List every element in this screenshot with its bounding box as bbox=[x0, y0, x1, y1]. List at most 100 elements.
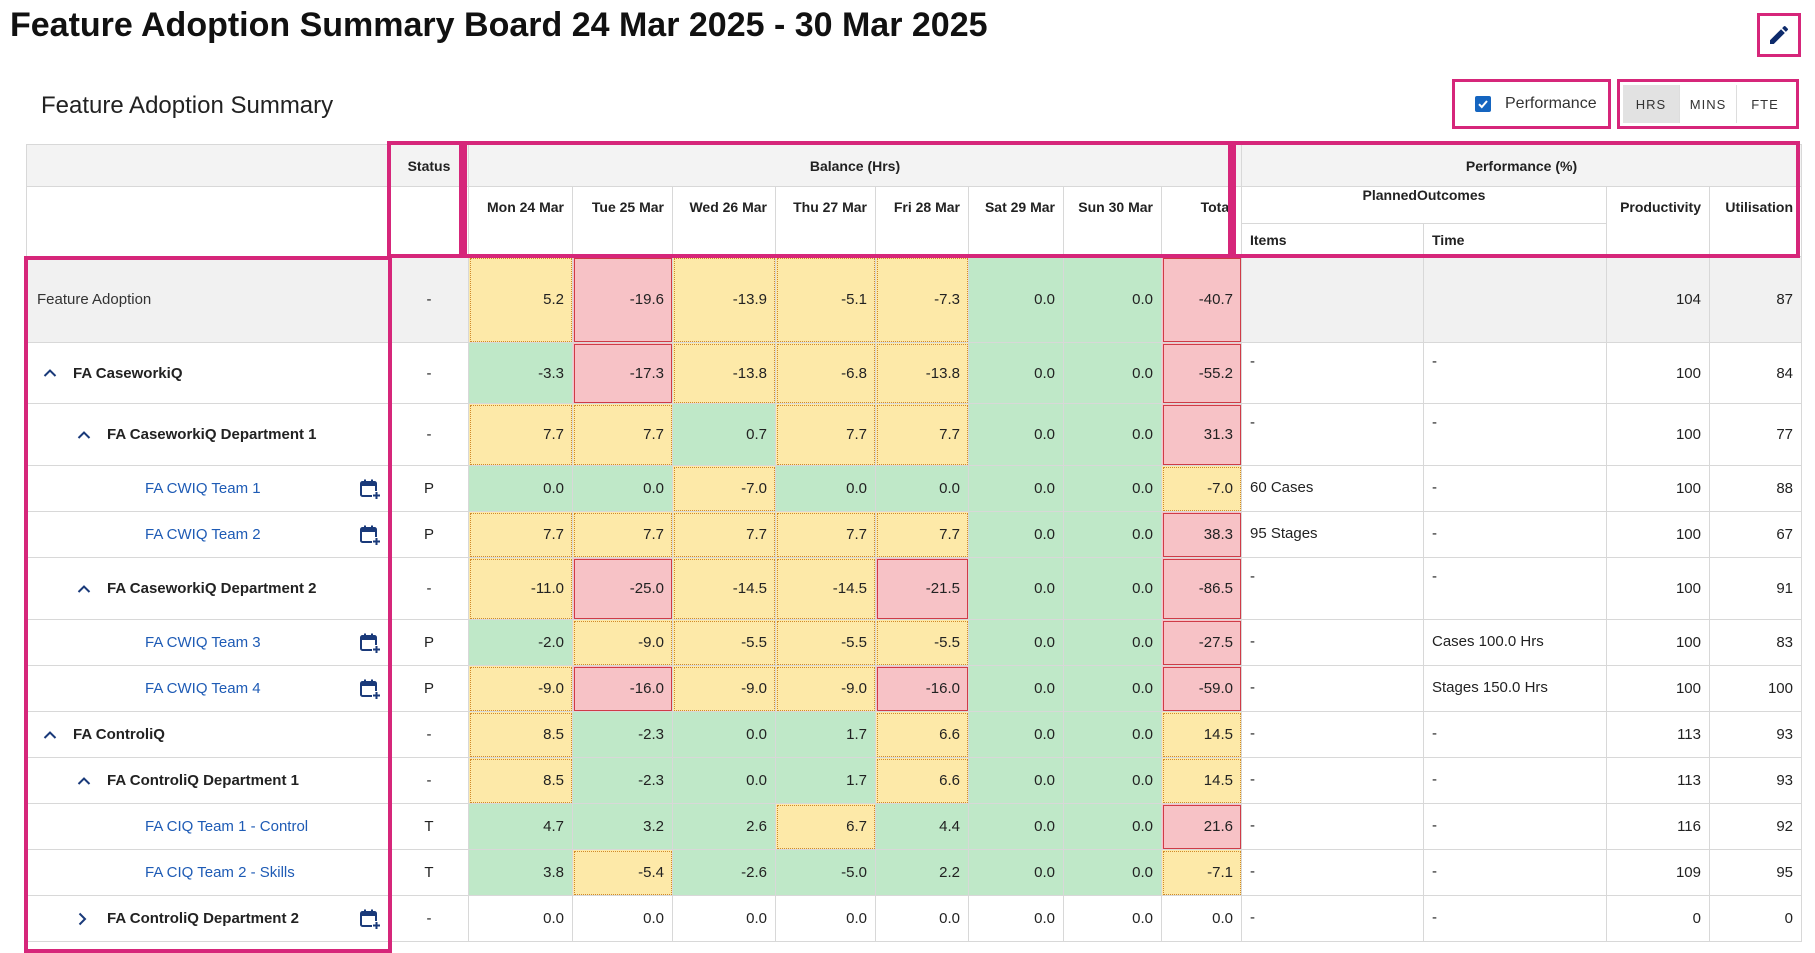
table-row[interactable]: FA ControliQ -8.5 -2.3 0.0 1.7 6.6 0.0 0.0 14.5-… bbox=[26, 711, 1802, 758]
total-cell: 14.5 bbox=[1161, 711, 1242, 758]
row-name[interactable]: FA CWIQ Team 1 bbox=[145, 480, 261, 497]
expand-toggle[interactable] bbox=[43, 726, 67, 744]
table-row[interactable]: FA ControliQ Department 1-8.5 -2.3 0.0 1.7 6… bbox=[26, 757, 1802, 804]
table-row[interactable]: FA ControliQ Department 2-0.0 0.0 0.0 0.0 0.… bbox=[26, 895, 1802, 942]
balance-cell: 0.0 bbox=[1063, 757, 1162, 804]
balance-cell: 7.7 bbox=[572, 403, 673, 466]
total-cell: 38.3 bbox=[1161, 511, 1242, 558]
balance-cell: -5.5 bbox=[875, 619, 969, 666]
row-name[interactable]: FA CWIQ Team 4 bbox=[145, 680, 261, 697]
balance-cell: 4.7 bbox=[468, 803, 573, 850]
table-row[interactable]: FA CWIQ Team 3 P -2.0 -9.0 -5.5 -5.5 -5.5 0.0 0.… bbox=[26, 619, 1802, 666]
calendar-add-icon[interactable] bbox=[359, 678, 381, 700]
balance-cell: -5.4 bbox=[572, 849, 673, 896]
balance-cell: 0.0 bbox=[1063, 619, 1162, 666]
unit-hrs-button[interactable]: HRS bbox=[1623, 85, 1679, 123]
balance-cell: 0.0 bbox=[1063, 557, 1162, 620]
balance-cell: -2.6 bbox=[672, 849, 776, 896]
row-name: FA ControliQ bbox=[73, 726, 165, 743]
calendar-add-icon[interactable] bbox=[359, 632, 381, 654]
expand-toggle[interactable] bbox=[77, 426, 101, 444]
items-cell: 60 Cases bbox=[1241, 465, 1424, 512]
balance-cell: -21.5 bbox=[875, 557, 969, 620]
calendar-add-icon[interactable] bbox=[359, 908, 381, 930]
calendar-add-icon[interactable] bbox=[359, 524, 381, 546]
balance-cell: 0.0 bbox=[968, 342, 1064, 404]
performance-checkbox[interactable] bbox=[1475, 96, 1491, 112]
row-name[interactable]: FA CWIQ Team 3 bbox=[145, 634, 261, 651]
balance-cell: 0.0 bbox=[672, 895, 776, 942]
total-cell: -7.0 bbox=[1161, 465, 1242, 512]
table-row[interactable]: FA CWIQ Team 1 P 0.0 0.0 -7.0 0.0 0.0 0.0 0.0 -7.… bbox=[26, 465, 1802, 512]
table-row[interactable]: FA CIQ Team 1 - Control T 4.7 3.2 2.6 6.7 4.4 0… bbox=[26, 803, 1802, 850]
productivity-cell: 100 bbox=[1606, 511, 1710, 558]
table-row[interactable]: FA CIQ Team 2 - Skills T 3.8 -5.4 -2.6 -5.0 2.… bbox=[26, 849, 1802, 896]
table-row[interactable]: FA CWIQ Team 4 P -9.0 -16.0 -9.0 -9.0 -16.0 0.0… bbox=[26, 665, 1802, 712]
items-cell: - bbox=[1241, 757, 1424, 804]
performance-toggle[interactable]: Performance bbox=[1452, 79, 1611, 129]
balance-cell: -5.5 bbox=[775, 619, 876, 666]
items-cell: - bbox=[1241, 849, 1424, 896]
table-row[interactable]: FA CaseworkiQ Department 2- -11.0 -25.0 -14… bbox=[26, 557, 1802, 620]
row-name[interactable]: FA CWIQ Team 2 bbox=[145, 526, 261, 543]
table-row[interactable]: FA CaseworkiQ Department 1-7.7 7.7 0.7 7.7 7… bbox=[26, 403, 1802, 466]
balance-cell: 0.0 bbox=[775, 465, 876, 512]
productivity-cell: 109 bbox=[1606, 849, 1710, 896]
row-name-cell: FA CaseworkiQ Department 2 bbox=[26, 557, 390, 620]
calendar-add-icon[interactable] bbox=[359, 478, 381, 500]
expand-toggle[interactable] bbox=[77, 772, 101, 790]
time-cell: - bbox=[1423, 757, 1607, 804]
row-name-cell: FA CWIQ Team 4 bbox=[26, 665, 390, 712]
balance-cell: 1.7 bbox=[775, 757, 876, 804]
balance-cell: 0.0 bbox=[1063, 465, 1162, 512]
row-name[interactable]: FA CIQ Team 2 - Skills bbox=[145, 864, 295, 881]
balance-cell: 7.7 bbox=[468, 511, 573, 558]
day-header: Mon 24 Mar bbox=[468, 186, 573, 257]
balance-cell: -13.8 bbox=[875, 342, 969, 404]
balance-cell: 6.6 bbox=[875, 757, 969, 804]
productivity-cell: 100 bbox=[1606, 342, 1710, 404]
balance-header: Balance (Hrs) bbox=[468, 144, 1242, 187]
row-name-cell: FA ControliQ Department 1 bbox=[26, 757, 390, 804]
planned-outcomes-header: PlannedOutcomes bbox=[1241, 186, 1607, 224]
table-row[interactable]: Feature Adoption -5.2 -19.6 -13.9 -5.1 -7.3 0.… bbox=[26, 256, 1802, 343]
expand-toggle[interactable] bbox=[43, 364, 67, 382]
balance-cell: 2.2 bbox=[875, 849, 969, 896]
balance-cell: -2.0 bbox=[468, 619, 573, 666]
total-cell: -55.2 bbox=[1161, 342, 1242, 404]
items-cell: - bbox=[1241, 895, 1424, 942]
total-cell: 0.0 bbox=[1161, 895, 1242, 942]
day-header: Tue 25 Mar bbox=[572, 186, 673, 257]
utilisation-header: Utilisation bbox=[1709, 186, 1802, 257]
items-cell: - bbox=[1241, 665, 1424, 712]
items-cell: - bbox=[1241, 403, 1424, 466]
status-subheader bbox=[389, 186, 469, 257]
name-header bbox=[26, 144, 390, 187]
time-cell: - bbox=[1423, 465, 1607, 512]
balance-cell: 4.4 bbox=[875, 803, 969, 850]
total-cell: 21.6 bbox=[1161, 803, 1242, 850]
unit-fte-button[interactable]: FTE bbox=[1736, 85, 1793, 123]
edit-button[interactable] bbox=[1757, 13, 1801, 57]
balance-cell: 0.0 bbox=[672, 757, 776, 804]
expand-toggle[interactable] bbox=[77, 910, 101, 928]
row-name-cell: FA CaseworkiQ bbox=[26, 342, 390, 404]
table-row[interactable]: FA CaseworkiQ - -3.3 -17.3 -13.8 -6.8 -13.8 0.0… bbox=[26, 342, 1802, 404]
balance-cell: -14.5 bbox=[775, 557, 876, 620]
balance-cell: 0.0 bbox=[572, 465, 673, 512]
unit-mins-button[interactable]: MINS bbox=[1679, 85, 1736, 123]
time-cell: - bbox=[1423, 403, 1607, 466]
balance-cell: -9.0 bbox=[468, 665, 573, 712]
unit-switcher: HRS MINS FTE bbox=[1617, 79, 1799, 129]
table-row[interactable]: FA CWIQ Team 2 P 7.7 7.7 7.7 7.7 7.7 0.0 0.0 38.3… bbox=[26, 511, 1802, 558]
balance-cell: 7.7 bbox=[468, 403, 573, 466]
balance-cell: 0.0 bbox=[1063, 849, 1162, 896]
expand-toggle[interactable] bbox=[77, 580, 101, 598]
balance-cell: 6.6 bbox=[875, 711, 969, 758]
time-cell: - bbox=[1423, 557, 1607, 620]
row-name[interactable]: FA CIQ Team 1 - Control bbox=[145, 818, 309, 835]
row-name: Feature Adoption bbox=[37, 291, 152, 308]
items-cell: - bbox=[1241, 711, 1424, 758]
chevron-up-icon bbox=[43, 730, 57, 739]
chevron-right-icon bbox=[78, 912, 87, 925]
